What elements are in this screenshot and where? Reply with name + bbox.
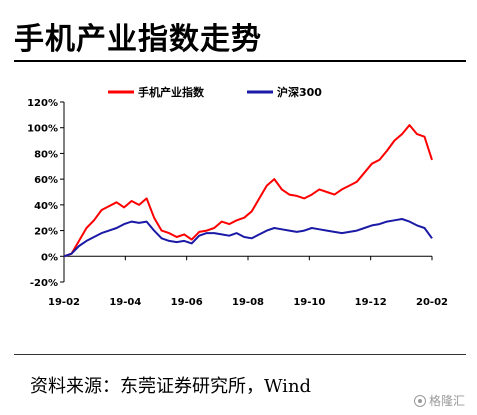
x-tick-label: 19-02 bbox=[48, 297, 80, 308]
y-tick-label: 60% bbox=[34, 175, 58, 186]
y-tick-label: -20% bbox=[30, 278, 58, 289]
series-line-0 bbox=[63, 124, 433, 258]
x-axis-ticks: 19-02 19-04 19-06 19-08 19-10 19-12 20-02 bbox=[48, 256, 448, 308]
page-title: 手机产业指数走势 bbox=[14, 22, 262, 57]
y-tick-label: 80% bbox=[34, 149, 58, 160]
line-chart: -20%0%20%40%60%80%100%120% 19-02 19-04 19-… bbox=[27, 85, 448, 308]
watermark-logo-icon bbox=[413, 394, 426, 407]
series-line-1 bbox=[63, 218, 433, 258]
source-note: 资料来源：东莞证券研究所，Wind bbox=[30, 376, 312, 397]
y-tick-label: 120% bbox=[27, 98, 58, 109]
footer-divider bbox=[14, 354, 466, 355]
x-tick-label: 19-06 bbox=[171, 297, 203, 308]
y-axis-ticks: -20% 0% 20% 40% 60% 80% 100% 120% bbox=[27, 98, 64, 289]
x-tick-label: 19-04 bbox=[109, 297, 141, 308]
title-divider bbox=[14, 60, 466, 62]
y-tick-label: 0% bbox=[41, 252, 58, 263]
legend-label-0: 手机产业指数 bbox=[138, 85, 205, 99]
chart-legend: 手机产业指数 沪深300 bbox=[108, 85, 322, 99]
x-tick-label: 19-08 bbox=[232, 297, 264, 308]
chart-axes bbox=[63, 102, 432, 282]
legend-label-1: 沪深300 bbox=[277, 85, 322, 99]
watermark: 格隆汇 bbox=[413, 392, 465, 409]
y-tick-label: 100% bbox=[27, 124, 58, 135]
x-tick-label: 19-12 bbox=[355, 297, 387, 308]
watermark-text: 格隆汇 bbox=[428, 394, 465, 408]
chart-series bbox=[63, 124, 433, 258]
x-tick-label: 19-10 bbox=[293, 297, 325, 308]
y-tick-label: 40% bbox=[34, 201, 58, 212]
y-tick-label: 20% bbox=[34, 227, 58, 238]
x-tick-label: 20-02 bbox=[416, 297, 448, 308]
